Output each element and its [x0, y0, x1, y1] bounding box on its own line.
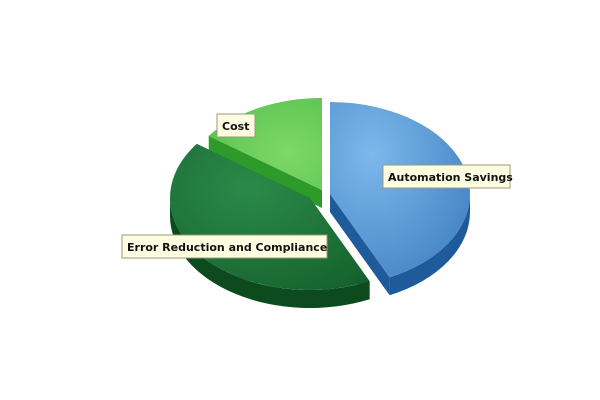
slice-label-box [121, 234, 328, 259]
slice-label-box [216, 113, 256, 138]
slice-face-automation-savings-1 [330, 194, 390, 296]
slice-label-text: Error Reduction and Compliance [127, 241, 327, 254]
slice-label-text: Automation Savings [388, 171, 513, 184]
slice-side-automation-savings [389, 194, 470, 296]
slice-automation-savings[interactable] [330, 102, 470, 278]
slice-label-text: Cost [222, 120, 249, 133]
slice-label-automation-savings: Automation Savings [382, 164, 513, 189]
slice-side-error-reduction-and-compliance [170, 198, 370, 308]
slice-face-cost-0 [208, 135, 322, 208]
slice-label-cost: Cost [216, 113, 256, 138]
slice-label-error-reduction-and-compliance: Error Reduction and Compliance [121, 234, 328, 259]
slice-label-box [382, 164, 511, 189]
